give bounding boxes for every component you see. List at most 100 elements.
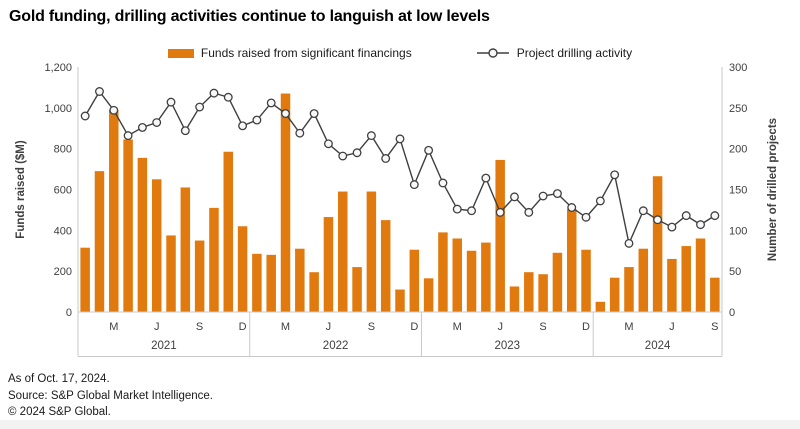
right-axis-tick-label: 250 [729,103,747,115]
right-axis-title: Number of drilled projects [767,118,779,261]
funding-bar-apr-2023 [466,250,477,312]
drilling-point-dec-2023 [581,212,591,222]
left-axis-title: Funds raised ($M) [15,140,27,239]
legend-item-drilling: Project drilling activity [476,46,632,60]
drilling-point-jun-2024 [667,222,677,232]
legend-label-funds: Funds raised from significant financings [200,46,412,60]
right-axis-tick-label: 100 [729,225,747,237]
left-axis-tick-label: 600 [54,185,72,197]
drilling-point-mar-2023 [452,204,462,214]
month-tick-label: S [539,321,546,333]
year-label: 2022 [323,340,349,352]
funding-bar-nov-2021 [223,151,234,312]
month-tick-label: S [711,321,718,333]
funding-bar-may-2021 [137,157,148,312]
drilling-point-jul-2024 [681,211,691,221]
right-axis-tick-label: 0 [729,307,735,319]
left-axis-tick-label: 800 [54,144,72,156]
year-label: 2024 [645,340,671,352]
drilling-point-oct-2021 [209,88,219,98]
month-tick-label: J [326,321,332,333]
drilling-point-feb-2023 [438,178,448,188]
month-tick-label: J [669,321,675,333]
funding-bar-sep-2024 [710,277,720,312]
month-tick-label: M [109,321,118,333]
month-tick-label: D [410,321,418,333]
funding-bar-may-2022 [309,272,319,312]
funding-bar-jan-2021 [80,247,90,312]
drilling-point-aug-2023 [524,207,534,217]
drilling-point-feb-2022 [266,98,276,108]
funding-bar-jul-2021 [166,235,176,312]
funding-bar-sep-2023 [538,274,548,312]
drilling-point-may-2021 [137,122,147,132]
drilling-point-oct-2022 [381,154,391,163]
legend-label-drilling: Project drilling activity [516,46,633,60]
drilling-point-apr-2022 [295,128,305,138]
drilling-point-aug-2021 [180,126,190,136]
drilling-point-apr-2024 [638,206,648,216]
month-tick-label: J [154,321,160,333]
funding-bar-oct-2022 [380,220,391,313]
funding-bar-dec-2023 [581,249,591,312]
funding-bar-may-2023 [481,242,491,312]
footer-source: Source: S&P Global Market Intelligence. [8,389,213,402]
left-axis-tick-label: 1,000 [44,103,72,115]
funding-bar-jan-2023 [423,278,434,312]
drilling-point-sep-2022 [366,131,376,141]
drilling-point-may-2023 [481,173,491,183]
month-tick-label: D [239,321,247,333]
drilling-point-jul-2022 [338,151,348,161]
right-axis-tick-label: 200 [729,144,747,156]
funding-bar-nov-2023 [566,208,577,312]
month-tick-label: J [497,321,503,333]
drilling-activity-line [84,90,716,246]
left-axis-tick-label: 200 [54,266,72,278]
drilling-point-feb-2021 [95,87,104,96]
drilling-point-jan-2021 [80,111,90,121]
funding-bar-dec-2021 [237,226,248,312]
month-tick-label: S [368,321,375,333]
drilling-point-jan-2024 [595,196,605,206]
legend-item-funds: Funds raised from significant financings [167,46,412,60]
funding-bar-jun-2021 [151,179,162,312]
funding-bar-jul-2023 [509,286,520,312]
funding-bar-sep-2022 [366,191,377,312]
drilling-point-dec-2022 [409,180,419,190]
funding-bar-jul-2024 [681,246,691,312]
funding-bar-oct-2021 [209,207,219,313]
funding-bar-apr-2022 [295,248,305,312]
bar-swatch-icon [167,48,194,58]
drilling-point-nov-2022 [395,134,405,144]
drilling-point-jul-2023 [510,192,519,202]
drilling-point-nov-2021 [223,92,233,102]
funding-bar-jun-2024 [667,258,677,312]
drilling-point-sep-2023 [538,191,548,201]
funding-bar-nov-2022 [395,289,405,312]
drilling-point-jul-2021 [166,97,176,107]
chart-title: Gold funding, drilling activities contin… [9,8,490,25]
funding-bar-jun-2023 [495,159,505,312]
funding-bar-jun-2022 [323,217,334,312]
funding-bar-aug-2024 [695,238,706,312]
funding-bar-sep-2021 [194,240,205,312]
drilling-point-mar-2021 [109,105,119,115]
left-axis-tick-label: 1,200 [44,62,72,74]
funding-bar-jan-2024 [595,301,606,312]
funding-bar-dec-2022 [409,249,420,312]
drilling-point-jun-2022 [323,139,333,149]
funding-bar-jan-2022 [252,253,262,312]
drilling-point-dec-2021 [238,121,248,131]
drilling-point-sep-2021 [195,102,205,112]
year-label: 2023 [495,340,521,352]
drilling-point-nov-2023 [567,203,577,212]
drilling-point-jun-2023 [495,207,505,217]
month-tick-label: S [196,321,203,333]
funding-bar-feb-2023 [438,232,448,313]
drilling-point-feb-2024 [610,170,620,180]
funding-bar-mar-2023 [452,238,462,312]
right-axis-tick-label: 300 [729,62,747,74]
funding-bar-feb-2022 [266,254,276,312]
funding-bar-feb-2021 [94,171,105,313]
